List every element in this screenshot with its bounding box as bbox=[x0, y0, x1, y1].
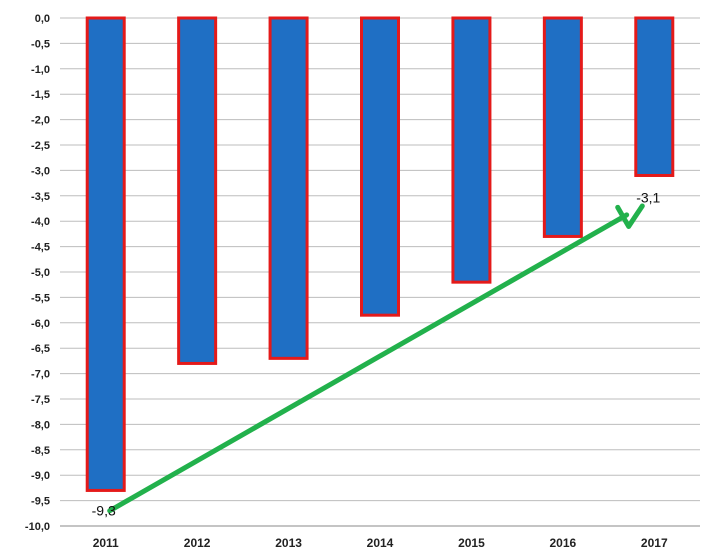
y-tick-label: -2,0 bbox=[31, 115, 50, 127]
y-tick-label: -8,5 bbox=[31, 445, 50, 457]
y-tick-label: -4,0 bbox=[31, 216, 50, 228]
trend-arrow-head bbox=[615, 203, 645, 229]
trend-arrow-shaft bbox=[107, 212, 630, 514]
y-tick-label: -9,5 bbox=[31, 496, 50, 508]
bar-2017 bbox=[634, 16, 675, 177]
y-tick-label: -3,0 bbox=[31, 165, 50, 177]
bar-2012 bbox=[177, 16, 218, 365]
y-tick-label: -1,5 bbox=[31, 89, 50, 101]
y-tick-label: -1,0 bbox=[31, 64, 50, 76]
x-tick-label: 2012 bbox=[184, 536, 211, 550]
value-annotation: -3,1 bbox=[636, 189, 660, 205]
x-tick-label: 2013 bbox=[275, 536, 302, 550]
y-tick-label: -5,5 bbox=[31, 292, 50, 304]
y-tick-label: -3,5 bbox=[31, 191, 50, 203]
y-tick-label: -10,0 bbox=[25, 521, 50, 533]
y-tick-label: -5,0 bbox=[31, 267, 50, 279]
y-tick-label: -0,5 bbox=[31, 38, 50, 50]
y-tick-label: -6,5 bbox=[31, 343, 50, 355]
x-tick-label: 2015 bbox=[458, 536, 485, 550]
bar-2013 bbox=[268, 16, 309, 360]
x-tick-label: 2016 bbox=[550, 536, 577, 550]
bar-2014 bbox=[360, 16, 400, 317]
y-axis-tick-labels: 0,0 -0,5 -1,0 -1,5 -2,0 -2,5 -3,0 -3,5 -4,0 -4,5 -… bbox=[25, 13, 50, 533]
bar-2016 bbox=[542, 16, 583, 238]
y-tick-label: -2,5 bbox=[31, 140, 50, 152]
y-tick-label: 0,0 bbox=[35, 13, 50, 25]
trend-arrow bbox=[107, 203, 645, 514]
x-tick-label: 2017 bbox=[641, 536, 668, 550]
annotations: -9,3 -3,1 bbox=[92, 189, 661, 518]
y-tick-label: -6,0 bbox=[31, 318, 50, 330]
y-tick-label: -8,0 bbox=[31, 419, 50, 431]
grid-lines bbox=[60, 17, 700, 527]
x-tick-label: 2011 bbox=[93, 536, 119, 550]
y-tick-label: -9,0 bbox=[31, 470, 50, 482]
y-tick-label: -7,5 bbox=[31, 394, 50, 406]
x-tick-label: 2014 bbox=[367, 536, 394, 550]
value-annotation: -9,3 bbox=[92, 502, 116, 518]
x-axis-tick-labels: 2011 2012 2013 2014 2015 2016 2017 bbox=[93, 536, 668, 550]
y-tick-label: -4,5 bbox=[31, 242, 50, 254]
bar-2015 bbox=[451, 16, 492, 284]
bars bbox=[85, 16, 675, 492]
y-tick-label: -7,0 bbox=[31, 369, 50, 381]
bar-2011 bbox=[85, 16, 126, 492]
